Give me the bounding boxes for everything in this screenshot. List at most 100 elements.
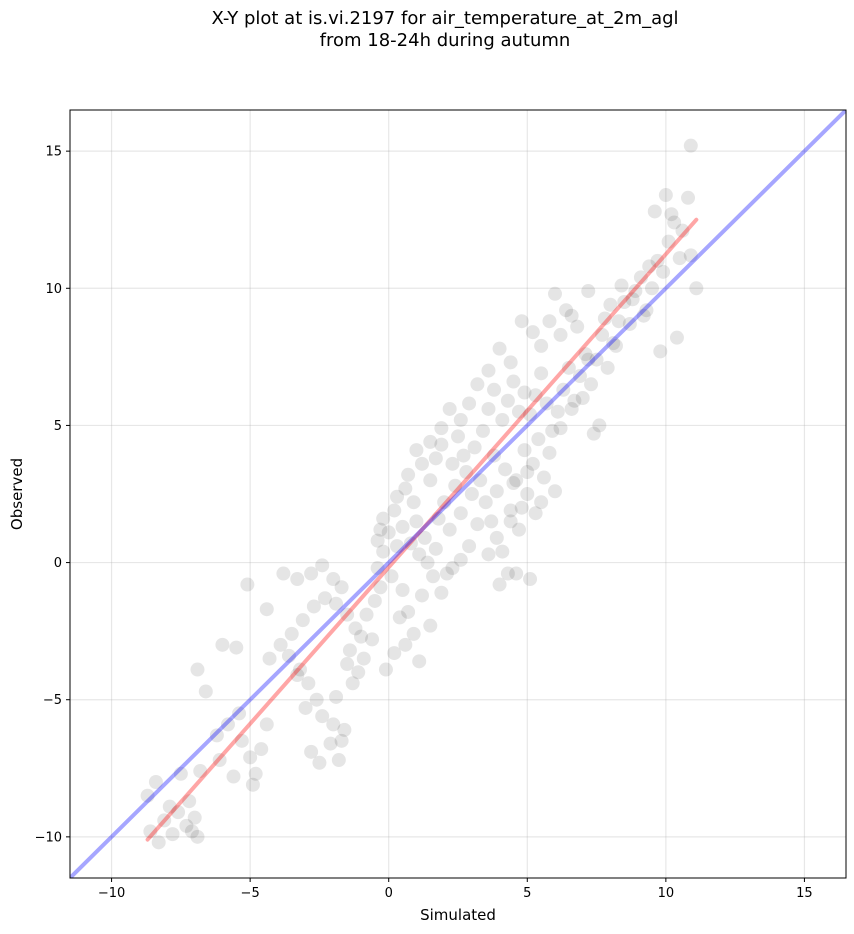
scatter-point <box>556 382 571 397</box>
scatter-point <box>453 506 468 521</box>
scatter-point <box>586 426 601 441</box>
scatter-point <box>506 374 521 389</box>
scatter-point <box>259 602 274 617</box>
scatter-point <box>481 547 496 562</box>
scatter-point <box>384 569 399 584</box>
scatter-point <box>514 314 529 329</box>
scatter-point <box>345 676 360 691</box>
scatter-point <box>675 223 690 238</box>
scatter-point <box>453 552 468 567</box>
scatter-point <box>600 360 615 375</box>
scatter-point <box>337 722 352 737</box>
scatter-point <box>273 637 288 652</box>
scatter-point <box>262 651 277 666</box>
scatter-point <box>592 418 607 433</box>
scatter-point <box>254 742 269 757</box>
scatter-point <box>448 478 463 493</box>
y-tick-label: 5 <box>54 419 62 434</box>
scatter-point <box>248 766 263 781</box>
scatter-point <box>534 338 549 353</box>
regression-line <box>145 217 699 842</box>
scatter-point <box>331 753 346 768</box>
scatter-point <box>151 835 166 850</box>
scatter-point <box>528 388 543 403</box>
scatter-point <box>317 591 332 606</box>
scatter-point <box>681 190 696 205</box>
scatter-point <box>633 270 648 285</box>
scatter-point <box>431 511 446 526</box>
scatter-point <box>511 522 526 537</box>
x-tick-label: 15 <box>796 886 813 901</box>
scatter-point <box>182 794 197 809</box>
scatter-point <box>426 569 441 584</box>
scatter-point <box>511 404 526 419</box>
scatter-point <box>370 561 385 576</box>
scatter-point <box>520 487 535 501</box>
scatter-point <box>658 188 673 203</box>
scatter-point <box>636 308 651 323</box>
scatter-point <box>517 443 532 458</box>
scatter-point <box>259 717 274 732</box>
scatter-point <box>539 396 554 411</box>
scatter-point <box>370 533 385 548</box>
scatter-point <box>617 295 632 309</box>
scatter-point <box>495 412 510 427</box>
scatter-point <box>564 308 579 323</box>
scatter-point <box>548 286 562 301</box>
scatter-point <box>395 519 410 534</box>
scatter-point <box>528 506 543 521</box>
scatter-point <box>503 503 518 518</box>
scatter-point <box>406 626 421 641</box>
scatter-point <box>398 481 413 496</box>
scatter-point <box>245 777 260 792</box>
scatter-point <box>173 766 188 781</box>
scatter-point <box>473 473 488 488</box>
scatter-point <box>387 503 402 518</box>
scatter-point <box>467 440 482 455</box>
scatter-point <box>498 462 513 477</box>
x-tick-label: 5 <box>523 886 531 901</box>
scatter-point <box>559 303 574 318</box>
scatter-point <box>409 443 424 458</box>
scatter-point <box>523 407 538 422</box>
scatter-point <box>340 657 355 672</box>
scatter-point <box>329 689 344 704</box>
scatter-point <box>387 646 402 661</box>
scatter-point <box>165 827 180 842</box>
scatter-point <box>545 423 560 438</box>
scatter-point <box>143 824 158 839</box>
scatter-point <box>243 750 258 765</box>
scatter-point <box>315 709 330 724</box>
scatter-point <box>608 338 623 353</box>
scatter-point <box>392 610 407 625</box>
scatter-point <box>184 824 199 839</box>
scatter-point <box>390 489 405 504</box>
scatter-point <box>281 648 296 663</box>
scatter-point <box>595 327 610 342</box>
scatter-point <box>209 728 224 743</box>
scatter-point <box>140 788 155 803</box>
scatter-point <box>492 577 507 592</box>
scatter-point <box>561 360 576 375</box>
scatter-point <box>553 327 568 342</box>
scatter-point <box>487 448 502 463</box>
x-tick-label: 0 <box>385 886 393 901</box>
scatter-point <box>340 607 355 622</box>
scatter-point <box>420 555 435 570</box>
scatter-point <box>603 297 618 312</box>
scatter-point <box>572 369 587 384</box>
scatter-point <box>348 621 363 636</box>
scatter-point <box>295 613 310 628</box>
scatter-point <box>193 764 208 779</box>
scatter-point <box>462 396 477 411</box>
scatter-point <box>470 377 485 392</box>
plot-frame <box>69 109 847 879</box>
scatter-point <box>492 341 507 356</box>
x-axis-ticks: −10 −5 0 5 10 15 <box>98 878 813 901</box>
scatter-point <box>298 700 313 715</box>
scatter-point <box>503 355 518 370</box>
scatter-point <box>650 253 665 268</box>
scatter-point <box>315 558 330 573</box>
scatter-point <box>423 473 438 488</box>
